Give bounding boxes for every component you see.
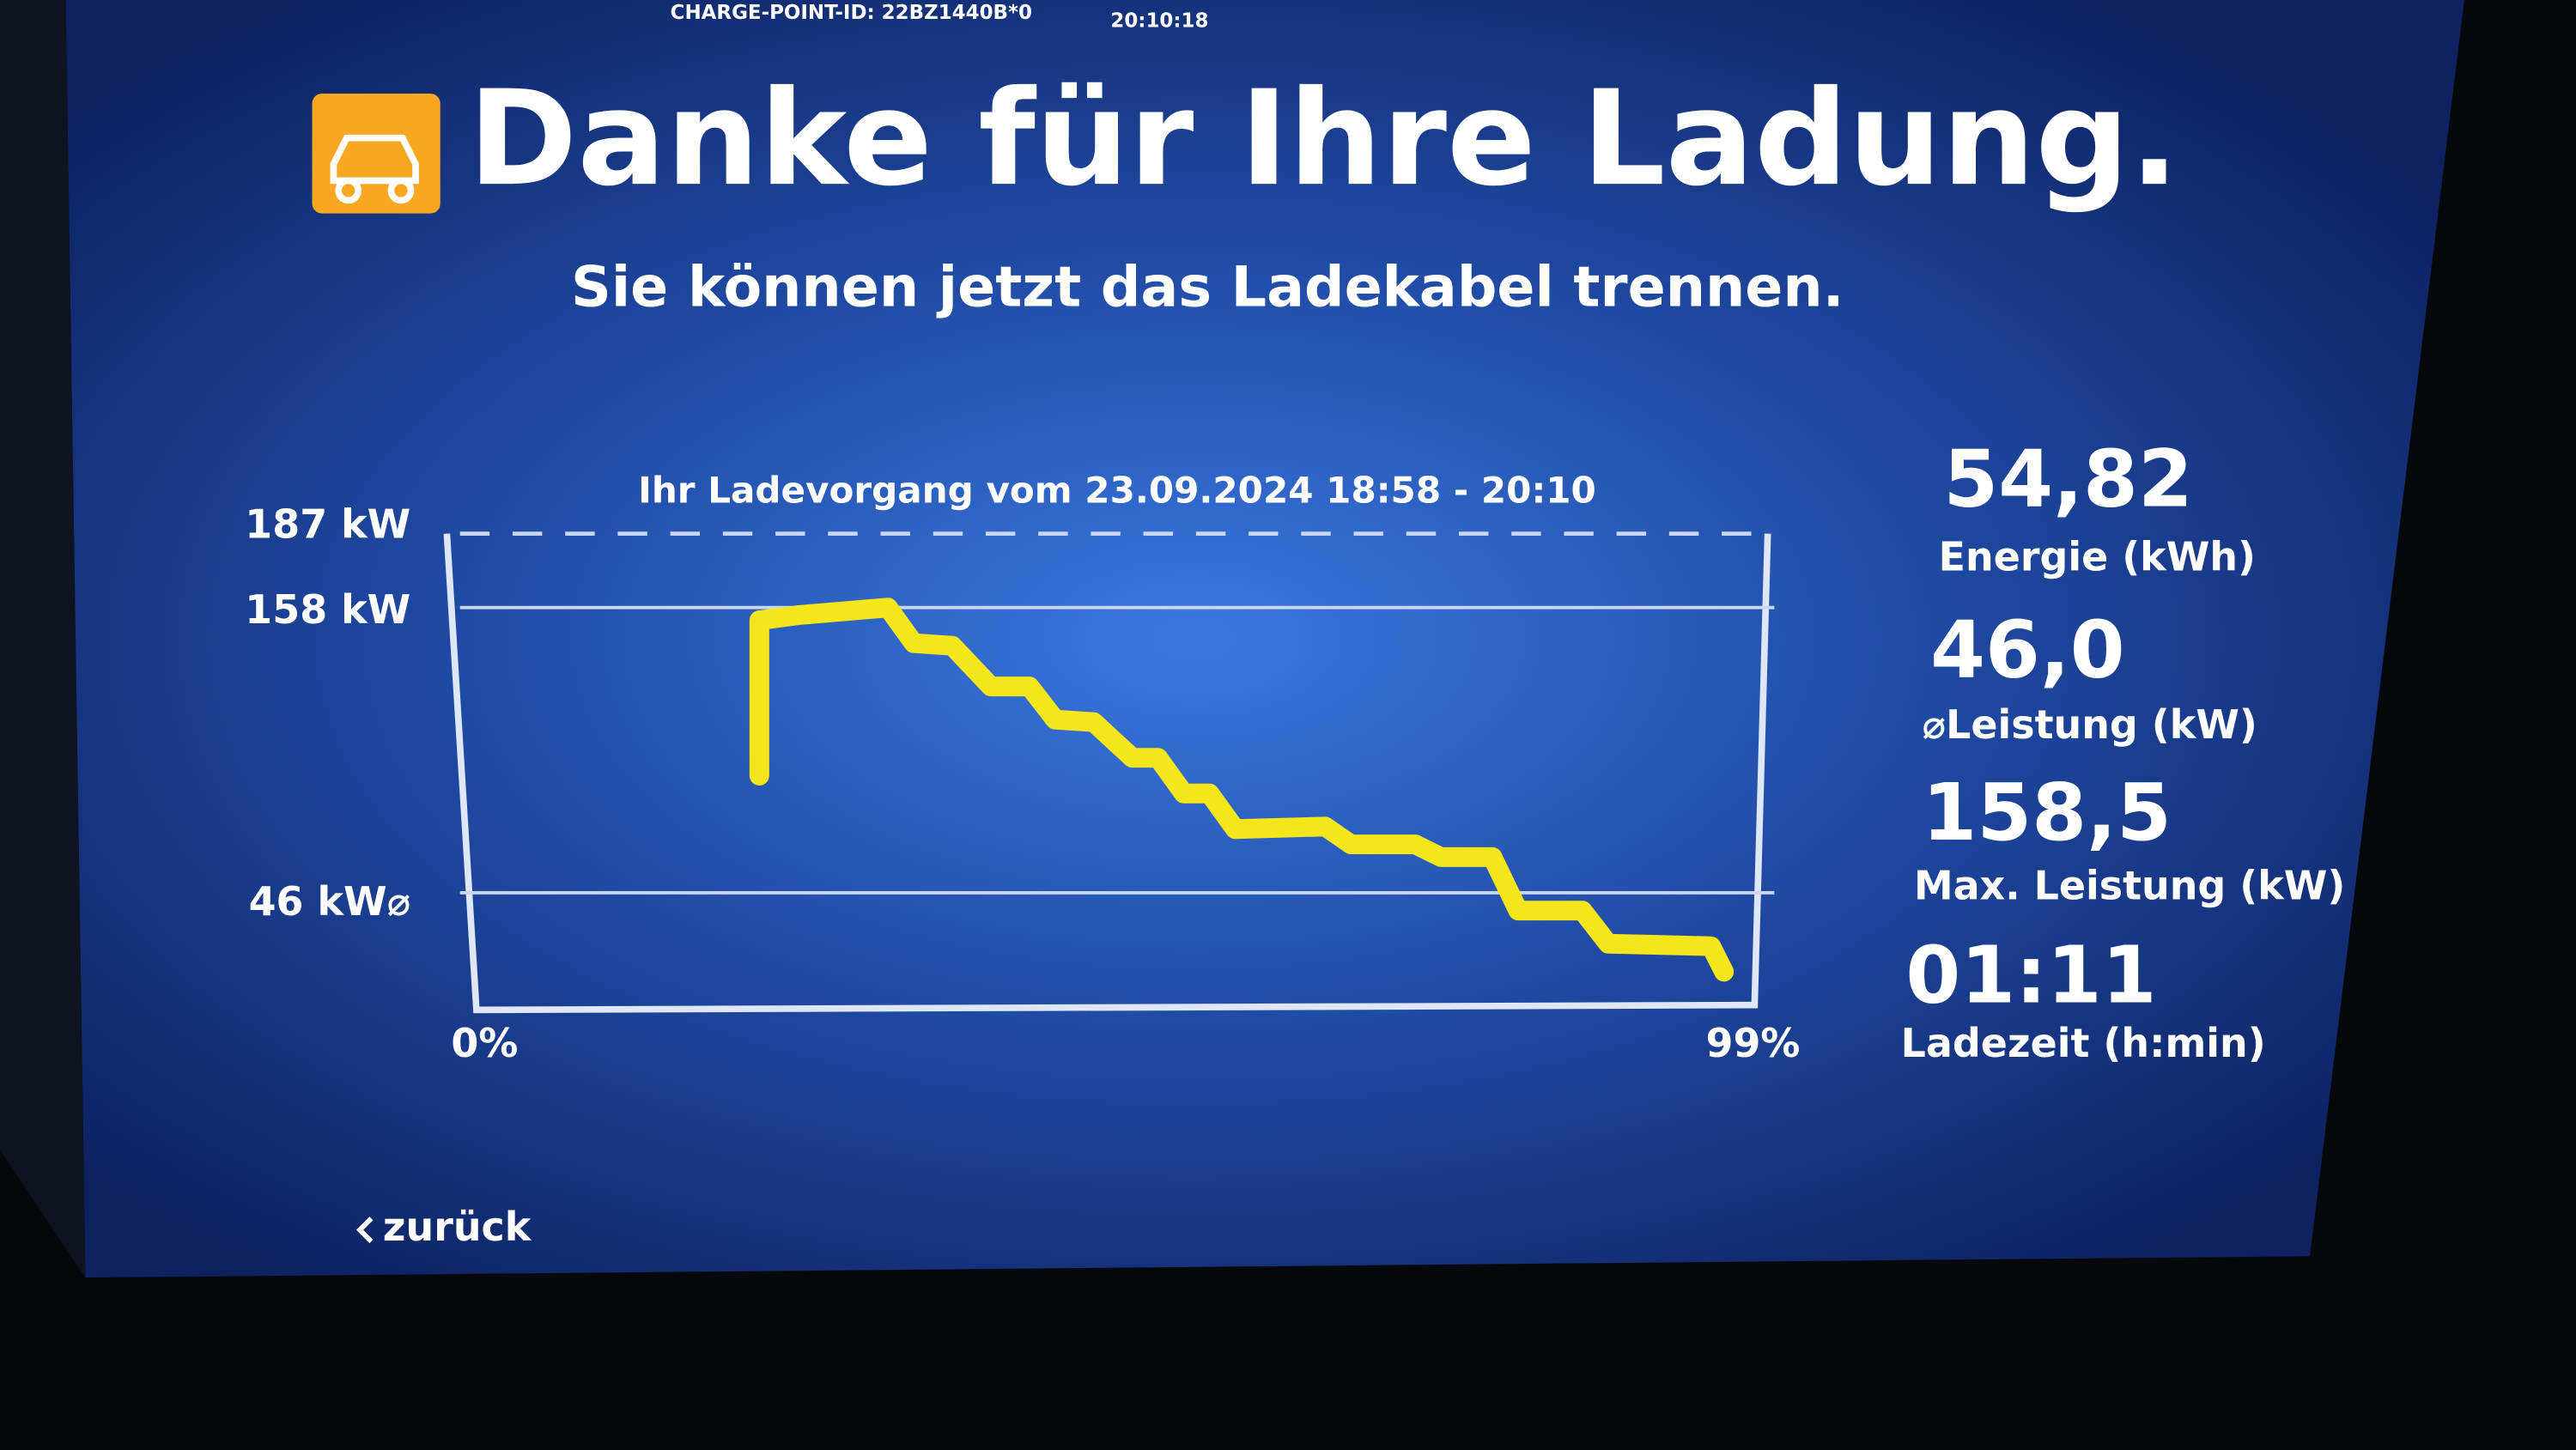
title: Danke für Ihre Ladung. [468,63,2179,215]
bezel-edge [0,0,86,1278]
car-icon [312,94,440,214]
y-tick-label: 158 kW [245,586,410,633]
stat-value: 54,82 [1943,434,2192,525]
stat-label: ⌀Leistung (kW) [1923,701,2257,748]
stat-value: 01:11 [1905,929,2156,1021]
power-curve [749,598,1735,982]
chart-title: Ihr Ladevorgang vom 23.09.2024 18:58 - 2… [638,469,1596,511]
y-tick-label: 187 kW [245,501,410,548]
clock: 20:10:18 [1110,9,1208,32]
display [65,0,2464,1278]
subtitle: Sie können jetzt das Ladekabel trennen. [571,256,1844,320]
stat-value: 158,5 [1923,767,2172,858]
stats: 54,82 Energie (kWh) 46,0 ⌀Leistung (kW) 158,… [1901,434,2346,1066]
back-chevron[interactable] [355,1216,374,1244]
stat-value: 46,0 [1930,604,2125,696]
back-button[interactable]: zurück [383,1204,532,1250]
x-tick-label: 0% [451,1020,518,1066]
car-glyph [330,134,419,204]
stat-label: Max. Leistung (kW) [1914,862,2345,908]
stat-label: Ladezeit (h:min) [1901,1020,2266,1066]
stat-label: Energie (kWh) [1939,534,2256,580]
charge-point-id: CHARGE-POINT-ID: 22BZ1440B*0 [671,2,1032,24]
plot-frame [443,533,1771,1014]
x-tick-label: 99% [1706,1020,1801,1066]
y-tick-label: 46 kW⌀ [249,878,411,925]
